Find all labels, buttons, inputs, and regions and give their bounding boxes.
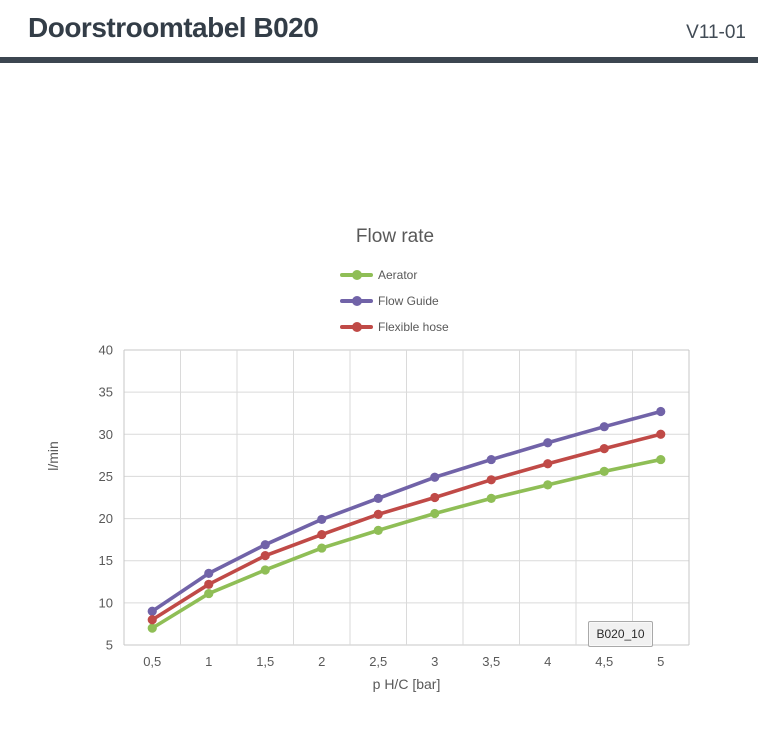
series-line-aerator: [150, 457, 663, 630]
data-point-flexible-hose: [656, 429, 666, 439]
data-point-aerator: [147, 623, 157, 633]
series-flexible-hose: [147, 429, 666, 625]
x-tick-label: 3: [431, 654, 438, 669]
legend-label: Flexible hose: [378, 320, 449, 334]
y-tick-label: 20: [99, 511, 113, 526]
x-tick-label: 1: [205, 654, 212, 669]
data-point-flexible-hose: [260, 551, 270, 561]
data-point-aerator: [543, 480, 553, 490]
data-point-flexible-hose: [373, 509, 383, 519]
x-tick-label: 4: [544, 654, 551, 669]
series-aerator: [147, 454, 666, 633]
data-point-flow-guide: [317, 514, 327, 525]
data-point-flexible-hose: [486, 475, 496, 485]
data-point-flexible-hose: [204, 579, 214, 589]
data-point-flexible-hose: [543, 459, 553, 469]
y-tick-label: 5: [106, 638, 113, 653]
legend-label: Flow Guide: [378, 294, 439, 308]
data-point-flow-guide: [430, 472, 440, 482]
y-axis-title: l/min: [45, 441, 61, 471]
data-point-flow-guide: [204, 568, 214, 578]
data-point-flexible-hose: [599, 444, 609, 454]
data-point-flexible-hose: [317, 529, 327, 540]
series-flow-guide: [147, 406, 666, 616]
data-point-flexible-hose: [147, 615, 157, 625]
series-line-flexible-hose: [150, 432, 663, 622]
page-header: Doorstroomtabel B020 V11-01: [0, 0, 758, 57]
header-divider: [0, 57, 758, 63]
line-dot-marker-icon: [340, 296, 373, 306]
data-point-flow-guide: [260, 540, 270, 550]
data-point-aerator: [486, 493, 496, 503]
data-point-aerator: [599, 466, 609, 476]
data-point-aerator: [373, 525, 383, 535]
x-tick-label: 4,5: [595, 654, 613, 669]
y-tick-label: 35: [99, 385, 113, 400]
legend-item-aerator: Aerator: [340, 262, 449, 288]
data-point-flow-guide: [599, 422, 609, 432]
series-line-flow-guide: [150, 409, 663, 614]
data-point-aerator: [260, 565, 270, 575]
x-tick-label: 5: [657, 654, 664, 669]
data-point-aerator: [656, 454, 666, 465]
data-point-aerator: [430, 508, 440, 519]
data-point-flow-guide: [373, 493, 383, 503]
x-axis-ticks: 0,5 1 1,5 2 2,5 3 3,5 4 4,5 5: [143, 654, 664, 669]
x-tick-label: 2: [318, 654, 325, 669]
legend-label: Aerator: [378, 268, 418, 282]
data-point-aerator: [204, 588, 214, 599]
page-title: Doorstroomtabel B020: [28, 12, 319, 43]
line-dot-marker-icon: [340, 270, 373, 280]
x-tick-label: 1,5: [256, 654, 274, 669]
y-tick-label: 25: [99, 469, 113, 484]
data-point-flow-guide: [656, 406, 666, 417]
data-point-flow-guide: [543, 438, 553, 448]
x-tick-label: 2,5: [369, 654, 387, 669]
chart-annotation-badge: B020_10: [588, 621, 653, 647]
legend-item-flexible-hose: Flexible hose: [340, 314, 449, 340]
data-point-flow-guide: [147, 606, 157, 616]
data-point-aerator: [317, 543, 327, 553]
chart-title: Flow rate: [355, 226, 435, 247]
gridlines: [123, 349, 690, 646]
y-tick-label: 40: [99, 343, 113, 358]
y-axis-ticks: 5 10 15 20 25 30 35 40: [99, 343, 113, 653]
x-tick-label: 0,5: [143, 654, 161, 669]
line-dot-marker-icon: [340, 322, 373, 332]
version-label: V11-01: [686, 22, 746, 43]
y-tick-label: 15: [99, 553, 113, 568]
legend-item-flow-guide: Flow Guide: [340, 288, 449, 314]
data-point-flow-guide: [486, 454, 496, 465]
chart-legend: Aerator Flow Guide Flexible hose: [340, 262, 449, 340]
y-tick-label: 10: [99, 595, 113, 610]
y-tick-label: 30: [99, 427, 113, 442]
data-point-flexible-hose: [430, 492, 440, 503]
x-tick-label: 3,5: [482, 654, 500, 669]
x-axis-title: p H/C [bar]: [372, 676, 441, 692]
